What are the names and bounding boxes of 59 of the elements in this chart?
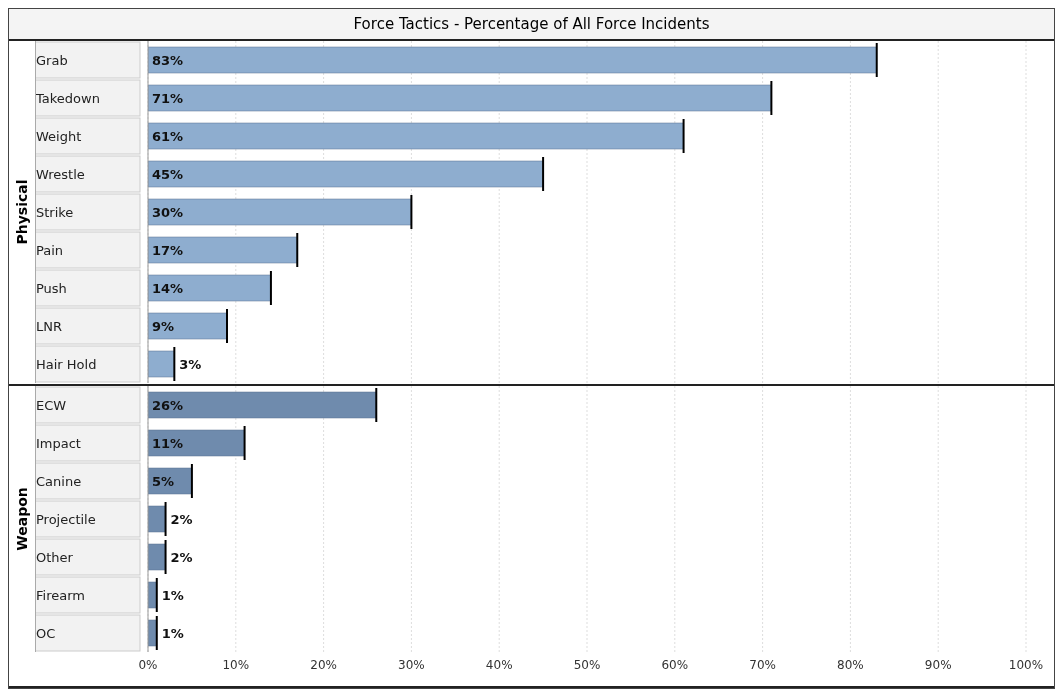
- bar: [148, 160, 544, 188]
- x-tick-label: 80%: [837, 657, 864, 672]
- bar: [148, 198, 412, 226]
- bar: [148, 122, 684, 150]
- y-tick-label: Projectile: [36, 512, 96, 527]
- data-label: 5%: [152, 474, 175, 489]
- data-label: 14%: [152, 281, 184, 296]
- bar: [148, 312, 228, 340]
- bar: [148, 505, 166, 533]
- data-label: 26%: [152, 398, 184, 413]
- y-tick-label: Push: [36, 281, 67, 296]
- bar: [148, 46, 877, 74]
- bar: [148, 84, 772, 112]
- y-tick-label: Weight: [36, 129, 82, 144]
- y-tick-label: Takedown: [35, 91, 100, 106]
- bar: [148, 429, 245, 457]
- y-tick-label: Strike: [36, 205, 74, 220]
- bar: [148, 391, 377, 419]
- data-label: 1%: [161, 626, 184, 641]
- data-label: 2%: [170, 550, 193, 565]
- y-tick-label: Impact: [36, 436, 81, 451]
- chart-title: Force Tactics - Percentage of All Force Incidents: [9, 9, 1054, 41]
- bar: [148, 274, 272, 302]
- y-tick-label: Firearm: [36, 588, 85, 603]
- data-label: 11%: [152, 436, 184, 451]
- bar: [148, 350, 175, 378]
- x-tick-label: 90%: [924, 657, 952, 672]
- y-tick-label: Other: [36, 550, 74, 565]
- data-label: 2%: [170, 512, 193, 527]
- x-tick-label: 40%: [485, 657, 513, 672]
- y-tick-label: Hair Hold: [36, 357, 97, 372]
- y-tick-label: LNR: [36, 319, 62, 334]
- x-tick-label: 70%: [749, 657, 776, 672]
- y-axis-title: Physical: [14, 179, 30, 245]
- data-label: 61%: [152, 129, 184, 144]
- data-label: 1%: [161, 588, 184, 603]
- x-tick-label: 30%: [398, 657, 425, 672]
- y-tick-label: ECW: [36, 398, 67, 413]
- y-tick-label: Canine: [36, 474, 82, 489]
- y-tick-label: Grab: [36, 53, 68, 68]
- y-tick-label: OC: [36, 626, 56, 641]
- x-tick-label: 20%: [310, 657, 337, 672]
- x-tick-label: 100%: [1008, 657, 1044, 672]
- y-tick-label: Pain: [36, 243, 64, 258]
- y-tick-label: Wrestle: [36, 167, 85, 182]
- bar: [148, 543, 166, 571]
- bar: [148, 236, 298, 264]
- x-tick-label: 0%: [138, 657, 158, 672]
- data-label: 45%: [152, 167, 184, 182]
- data-label: 17%: [152, 243, 184, 258]
- data-label: 9%: [152, 319, 175, 334]
- y-axis-title: Weapon: [14, 487, 30, 551]
- x-tick-label: 50%: [573, 657, 601, 672]
- data-label: 3%: [179, 357, 202, 372]
- data-label: 30%: [152, 205, 184, 220]
- data-label: 83%: [152, 53, 184, 68]
- data-label: 71%: [152, 91, 184, 106]
- x-tick-label: 60%: [661, 657, 689, 672]
- x-tick-label: 10%: [222, 657, 250, 672]
